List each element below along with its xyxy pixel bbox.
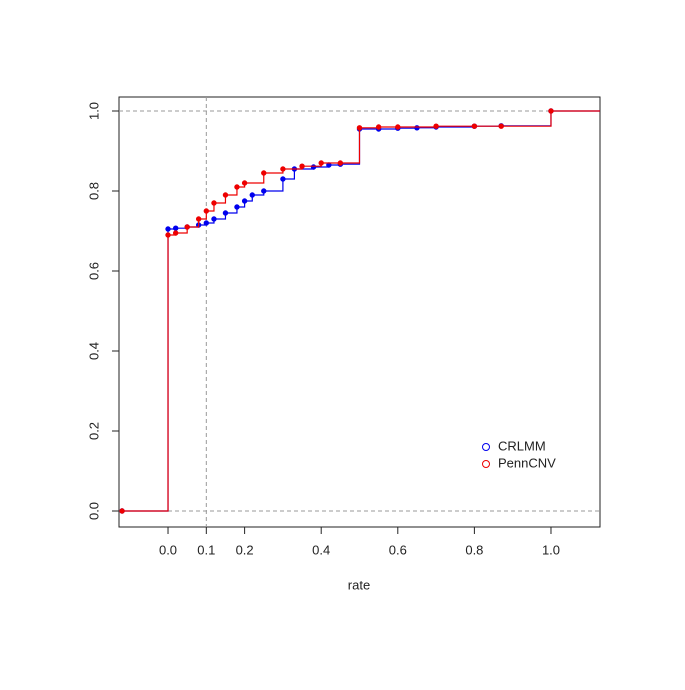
x-tick-label: 0.4 [312, 542, 330, 557]
y-tick-label: 0.2 [86, 422, 101, 440]
point [222, 210, 229, 216]
legend-marker [482, 460, 490, 468]
point [222, 192, 229, 198]
point [356, 125, 363, 131]
legend-marker [482, 443, 490, 451]
point [299, 163, 305, 169]
point [234, 184, 240, 190]
point [498, 123, 504, 129]
x-tick-label: 0.8 [465, 542, 483, 557]
point [184, 224, 190, 230]
point [375, 124, 382, 130]
point [310, 164, 317, 170]
point [471, 123, 478, 129]
legend-label: CRLMM [498, 438, 546, 453]
point [280, 166, 286, 172]
x-tick-label: 0.6 [389, 542, 407, 557]
legend-label: PennCNV [498, 455, 556, 470]
y-tick-label: 1.0 [86, 102, 101, 120]
plot-frame [118, 96, 601, 528]
point [203, 220, 210, 226]
point [261, 188, 267, 194]
y-tick-label: 0.8 [86, 182, 101, 200]
x-tick-label: 0.2 [236, 542, 254, 557]
point [395, 124, 401, 130]
point [195, 216, 202, 222]
y-tick-label: 0.4 [86, 342, 101, 360]
point [241, 198, 248, 204]
point [280, 176, 286, 182]
point [119, 508, 125, 514]
point [172, 225, 179, 231]
x-tick-label: 0.1 [197, 542, 215, 557]
point [337, 160, 344, 166]
point [548, 108, 554, 114]
point [165, 226, 171, 232]
point [433, 123, 439, 129]
point [172, 230, 179, 236]
x-axis-label: rate [348, 577, 370, 592]
point [234, 204, 240, 210]
point [203, 208, 210, 214]
point [249, 192, 255, 198]
point [318, 160, 324, 166]
point [211, 216, 217, 222]
point [414, 125, 420, 131]
y-tick-label: 0.6 [86, 262, 101, 280]
point [165, 232, 171, 238]
x-tick-label: 1.0 [542, 542, 560, 557]
point [261, 170, 267, 176]
point [241, 180, 248, 186]
y-tick-label: 0.0 [86, 502, 101, 520]
x-tick-label: 0.0 [159, 542, 177, 557]
step-line [122, 110, 600, 512]
point [211, 200, 217, 206]
